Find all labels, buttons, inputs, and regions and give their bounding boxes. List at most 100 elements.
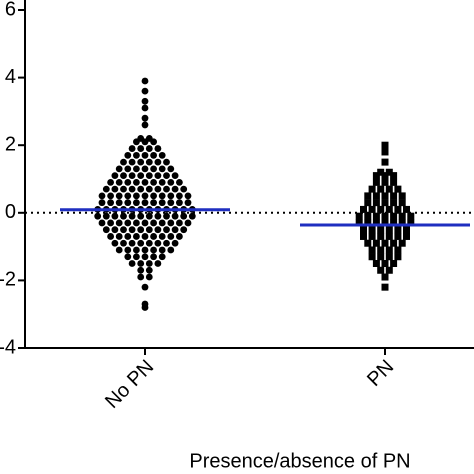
point: [133, 151, 140, 159]
point: [377, 246, 385, 254]
point: [163, 239, 170, 247]
point: [394, 205, 402, 213]
point: [381, 260, 389, 267]
point: [124, 233, 132, 240]
point: [381, 283, 389, 291]
point: [381, 212, 389, 220]
point: [385, 226, 393, 234]
point: [137, 226, 145, 234]
point: [141, 304, 149, 311]
point: [124, 199, 132, 207]
point: [154, 226, 162, 234]
point: [154, 212, 162, 220]
point: [111, 212, 119, 220]
point: [137, 185, 145, 193]
point: [171, 239, 179, 247]
point: [141, 121, 149, 129]
point: [372, 219, 380, 227]
point: [137, 158, 145, 166]
point: [167, 199, 175, 207]
point: [150, 192, 158, 200]
point: [154, 185, 162, 193]
point: [394, 185, 402, 193]
point: [111, 185, 119, 193]
point: [137, 239, 145, 247]
point: [128, 172, 136, 180]
point: [124, 165, 132, 173]
point: [137, 260, 145, 267]
point: [98, 199, 106, 207]
point: [111, 226, 119, 234]
point: [394, 232, 402, 240]
point: [403, 232, 410, 240]
point: [390, 199, 398, 207]
point: [390, 212, 398, 220]
point: [180, 185, 188, 193]
point: [377, 253, 385, 261]
point: [150, 165, 158, 173]
point: [94, 212, 102, 220]
point: [120, 212, 127, 220]
point: [141, 77, 149, 85]
point: [120, 226, 127, 234]
x-axis-title: Presence/absence of PN: [189, 450, 410, 472]
point: [390, 192, 398, 200]
point: [163, 212, 170, 220]
point: [141, 283, 149, 291]
point: [154, 158, 162, 166]
point: [381, 219, 389, 227]
y-tick-label: 2: [5, 133, 16, 155]
point: [394, 226, 402, 234]
point: [385, 205, 393, 213]
point: [141, 199, 149, 207]
point: [145, 145, 153, 152]
point: [137, 273, 145, 281]
point: [176, 178, 183, 186]
point: [176, 192, 183, 200]
point: [368, 205, 376, 213]
point: [145, 226, 153, 234]
point: [145, 172, 153, 180]
point: [145, 260, 153, 267]
point: [163, 185, 170, 193]
point: [381, 192, 389, 200]
point: [167, 178, 175, 186]
point: [390, 260, 398, 267]
point: [98, 219, 106, 227]
point: [141, 151, 149, 159]
y-tick-label: 0: [5, 201, 16, 223]
point: [385, 168, 393, 176]
point: [188, 212, 196, 220]
point: [360, 226, 367, 234]
point: [141, 97, 149, 105]
point: [137, 266, 145, 274]
point: [145, 273, 153, 281]
point: [128, 239, 136, 247]
point: [107, 219, 114, 227]
point: [133, 233, 140, 240]
point: [150, 219, 158, 227]
point: [141, 246, 149, 254]
point: [368, 253, 376, 261]
point: [377, 226, 385, 234]
point: [120, 185, 127, 193]
point: [167, 192, 175, 200]
point: [372, 192, 380, 200]
point: [128, 226, 136, 234]
point: [150, 151, 158, 159]
point: [163, 158, 170, 166]
point: [107, 192, 114, 200]
x-tick-label: PN: [363, 356, 398, 391]
point: [107, 178, 114, 186]
y-tick-label: 6: [5, 0, 16, 20]
point: [368, 246, 376, 254]
point: [176, 233, 183, 240]
point: [133, 253, 140, 261]
point: [154, 145, 162, 152]
point: [137, 212, 145, 220]
point: [372, 239, 380, 247]
point: [377, 205, 385, 213]
point: [128, 145, 136, 152]
point: [124, 178, 132, 186]
point: [154, 239, 162, 247]
